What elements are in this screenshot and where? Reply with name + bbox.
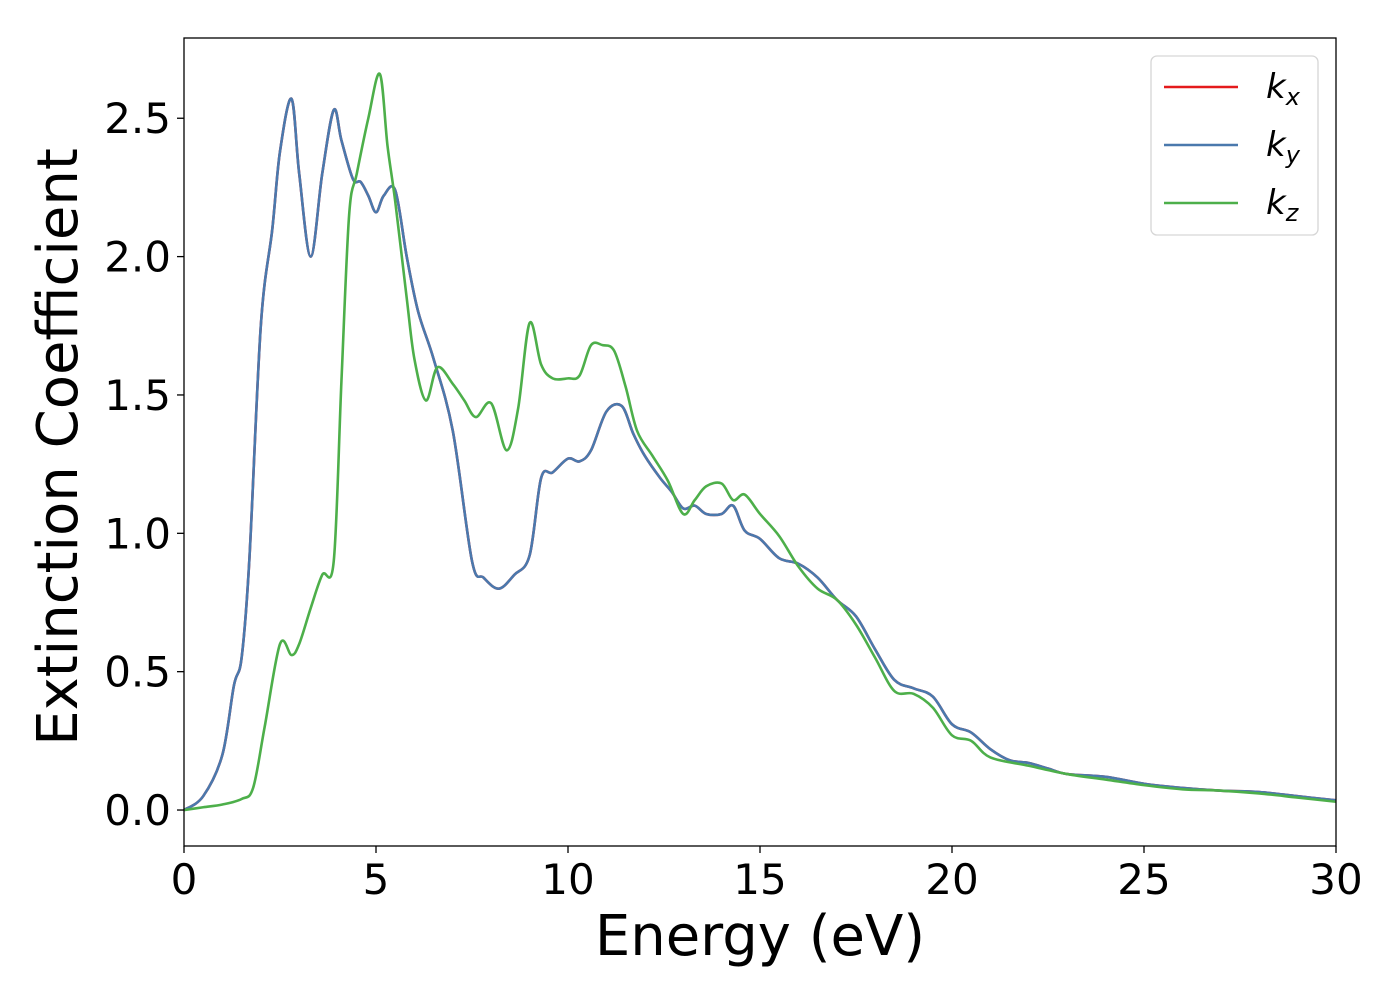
y-tick-label: 1.0 (104, 509, 171, 558)
x-tick-label: 5 (363, 855, 390, 904)
series-line-y (183, 97, 1337, 812)
x-tick-label: 20 (925, 855, 978, 904)
y-tick-label: 2.5 (104, 94, 171, 143)
legend-label-z: kz (1266, 183, 1300, 227)
x-tick-label: 10 (541, 855, 594, 904)
x-tick-label: 30 (1309, 855, 1362, 904)
y-tick-label: 1.5 (104, 371, 171, 420)
x-tick-label: 25 (1117, 855, 1170, 904)
x-tick-label: 15 (733, 855, 786, 904)
legend-label-x: kx (1266, 67, 1301, 111)
x-axis: 0 5 10 15 20 25 30 (171, 846, 1363, 904)
y-axis-title: Extinction Coefficient (26, 148, 91, 746)
x-axis-title: Energy (eV) (595, 904, 925, 969)
y-tick-label: 2.0 (104, 233, 171, 282)
series-line-z (183, 72, 1337, 812)
series-layer (183, 72, 1337, 812)
y-axis: 0.0 0.5 1.0 1.5 2.0 2.5 (104, 94, 184, 835)
legend: kx ky kz (1150, 55, 1319, 236)
legend-label-y: ky (1266, 125, 1301, 169)
y-tick-label: 0.5 (104, 648, 171, 697)
x-tick-label: 0 (171, 855, 198, 904)
y-tick-label: 0.0 (104, 786, 171, 835)
